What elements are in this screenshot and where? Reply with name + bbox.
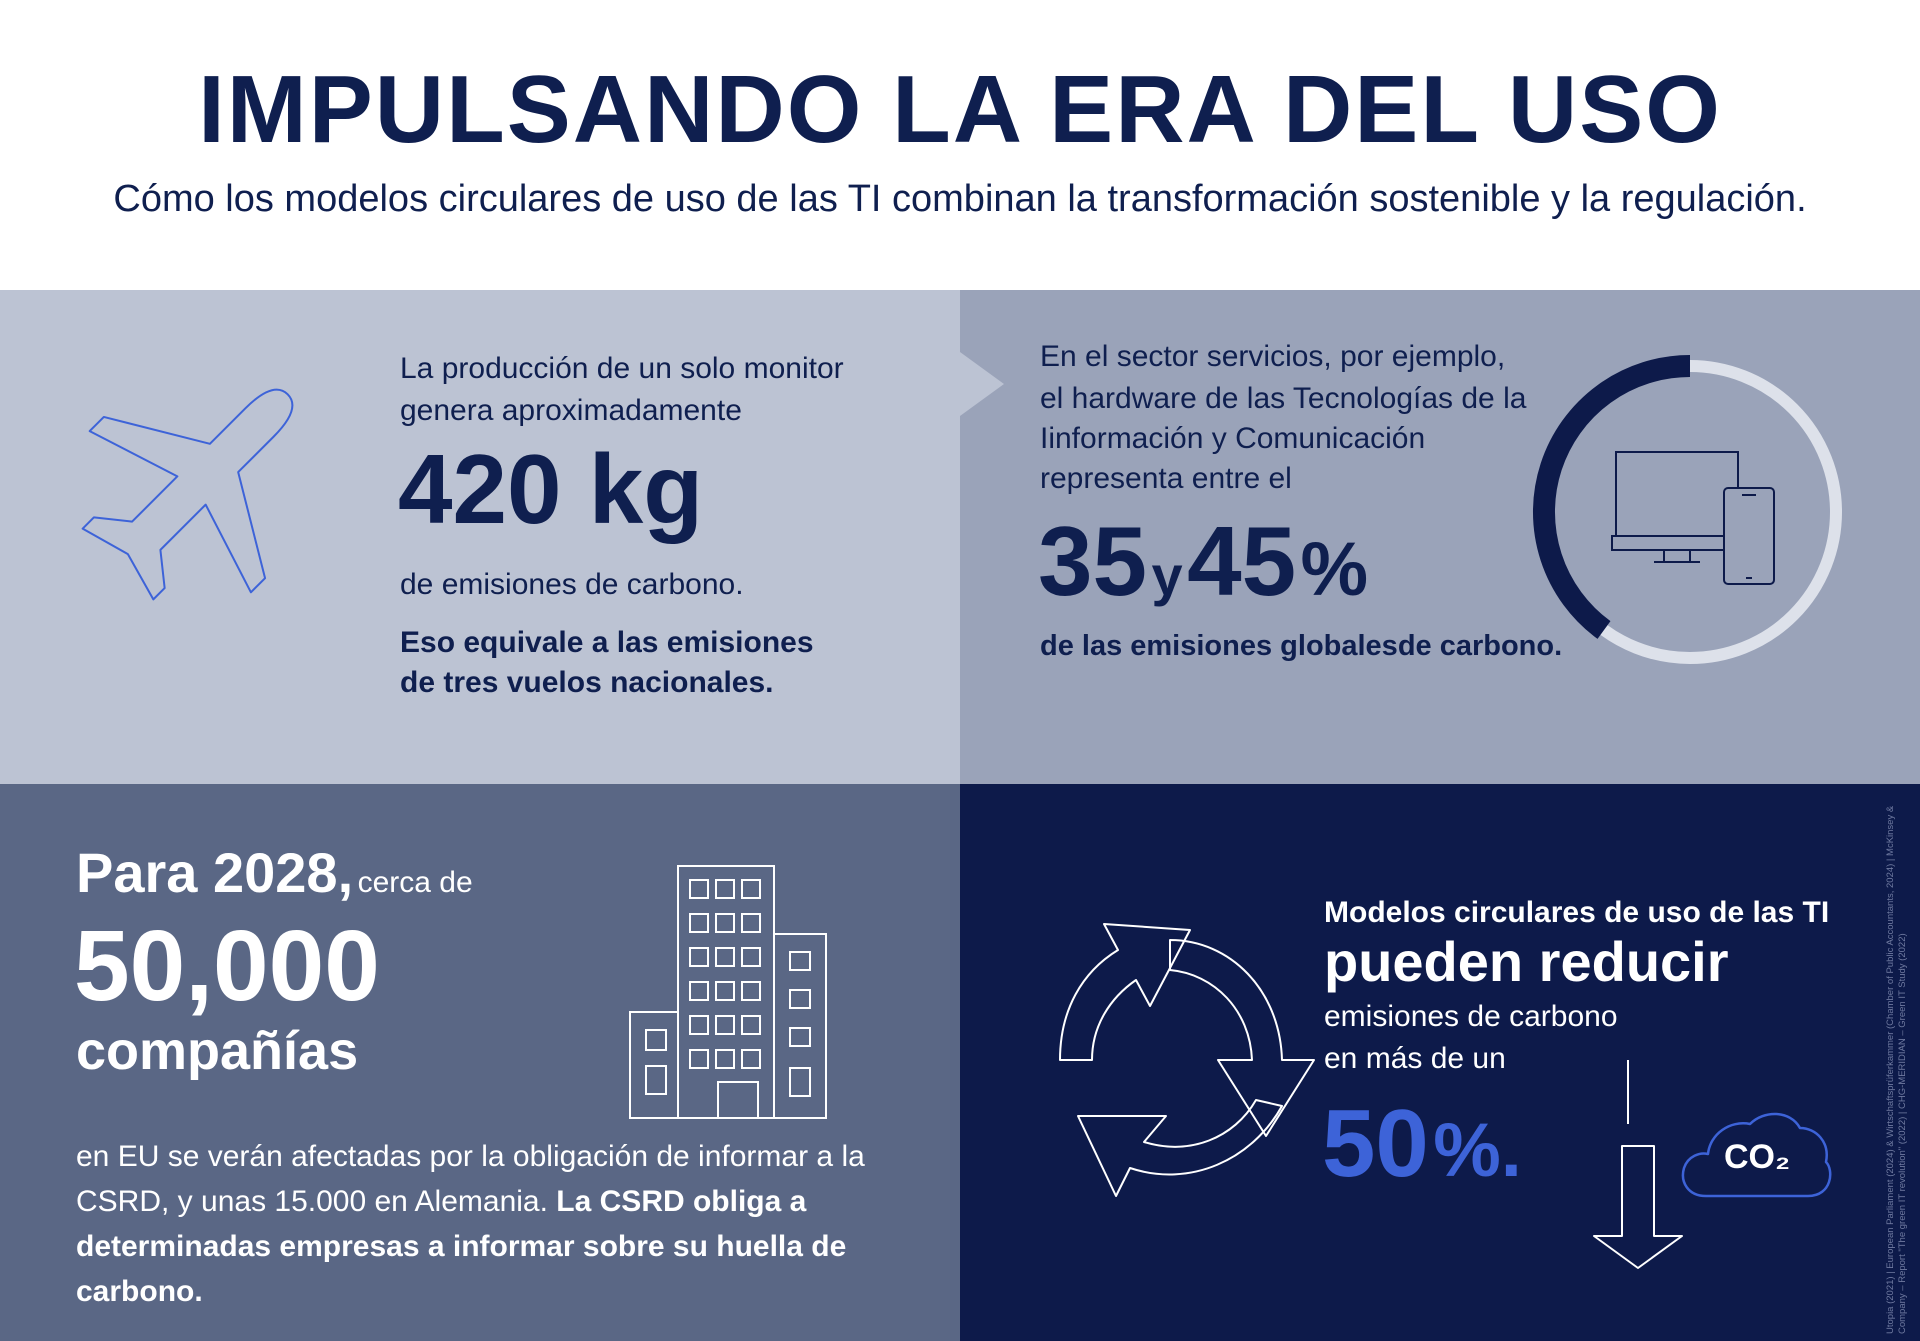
cloud-icon — [1681, 1112, 1832, 1198]
ict-line3: Iinformación y Comunicación — [1040, 422, 1426, 455]
panel-circular-models: Modelos circulares de uso de las TI pued… — [960, 784, 1920, 1341]
monitor-intro-line2: genera aproximadamente — [400, 394, 742, 427]
building-window — [689, 947, 709, 967]
recycle-arrows-icon — [1059, 923, 1315, 1197]
circular-line1: Modelos circulares de uso de las TI — [1324, 896, 1830, 929]
ict-line1: En el sector servicios, por ejemplo, — [1040, 340, 1506, 373]
page-subtitle: Cómo los modelos circulares de uso de la… — [113, 178, 1807, 220]
circular-line2: pueden reducir — [1324, 930, 1729, 993]
donut-ring-icon — [1532, 355, 1842, 664]
ict-percent: % — [1300, 527, 1369, 612]
circular-percent: %. — [1433, 1108, 1522, 1193]
monitor-value: 420 kg — [398, 434, 704, 544]
csrd-value: 50,000 — [74, 910, 380, 1022]
ict-conj: y — [1151, 544, 1183, 607]
ict-bold-text: de las emisiones globalesde carbono. — [1040, 630, 1563, 662]
building-window — [715, 879, 735, 899]
sources-text: Utopia (2021) | European Parliament (202… — [1885, 805, 1908, 1334]
panel-monitor-emissions: La producción de un solo monitor genera … — [0, 290, 960, 784]
building-window — [741, 1015, 761, 1035]
down-arrow-icon — [1593, 1060, 1683, 1269]
airplane-icon — [81, 388, 294, 601]
circular-line4: en más de un — [1324, 1042, 1506, 1075]
circular-value: 50 — [1322, 1090, 1429, 1197]
csrd-year-bold: Para 2028, — [76, 841, 354, 904]
page-title: IMPULSANDO LA ERA DEL USO — [198, 56, 1722, 163]
panel-arrow-notch — [960, 352, 1004, 416]
monitor-phone-icon — [1611, 451, 1775, 585]
monitor-bold-line2: de tres vuelos nacionales. — [400, 666, 774, 699]
building-window — [715, 981, 735, 1001]
monitor-intro-line1: La producción de un solo monitor — [400, 352, 844, 385]
building-window — [715, 1049, 735, 1069]
monitor-unit-text: de emisiones de carbono. — [400, 568, 744, 601]
monitor-bold-line1: Eso equivale a las emisiones — [400, 626, 814, 659]
building-window — [689, 1015, 709, 1035]
csrd-year-rest: cerca de — [357, 866, 473, 899]
co2-label: CO₂ — [1724, 1138, 1791, 1176]
panel-csrd-companies: Para 2028, cerca de 50,000 compañías en … — [0, 784, 960, 1341]
building-window — [741, 1049, 761, 1069]
building-window — [741, 879, 761, 899]
building-window — [689, 879, 709, 899]
panel-ict-share: En el sector servicios, por ejemplo, el … — [960, 290, 1920, 784]
csrd-companies: compañías — [76, 1021, 359, 1081]
building-window — [689, 981, 709, 1001]
csrd-body-normal: en EU se verán afectadas por la obligaci… — [76, 1140, 865, 1218]
ict-num2: 45 — [1187, 506, 1297, 616]
building-window — [689, 913, 709, 933]
csrd-body: en EU se verán afectadas por la obligaci… — [76, 1134, 876, 1314]
csrd-year-line: Para 2028, cerca de — [76, 840, 473, 905]
building-icon — [629, 865, 827, 1119]
csrd-body-bold: La CSRD obliga a determinadas empresas a… — [76, 1185, 847, 1308]
building-window — [689, 1049, 709, 1069]
ict-range: 35 y 45 % — [1038, 512, 1368, 610]
circular-line3: emisiones de carbono — [1324, 1000, 1618, 1033]
building-window — [715, 913, 735, 933]
building-window — [741, 947, 761, 967]
building-window — [741, 913, 761, 933]
ict-line2: el hardware de las Tecnologías de la — [1040, 382, 1527, 415]
ict-line4: representa entre el — [1040, 462, 1292, 495]
building-window — [715, 1015, 735, 1035]
building-window — [741, 981, 761, 1001]
circular-percent-value: 50 %. — [1322, 1096, 1522, 1192]
sources-note: Utopia (2021) | European Parliament (202… — [1885, 794, 1909, 1334]
building-window — [715, 947, 735, 967]
ict-num1: 35 — [1038, 506, 1148, 616]
